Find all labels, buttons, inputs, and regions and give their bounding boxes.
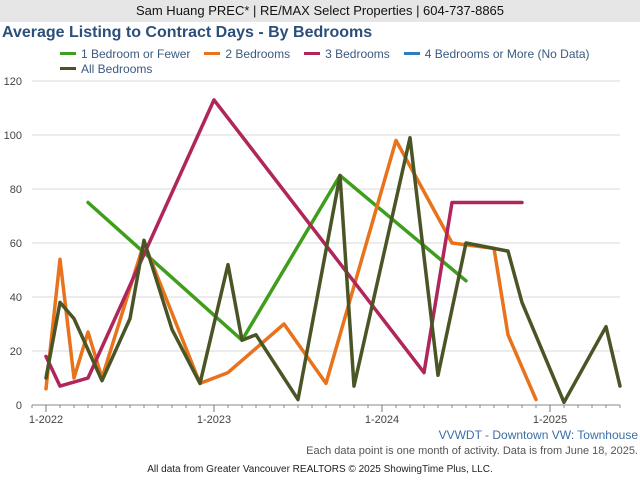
series-line bbox=[44, 138, 538, 402]
legend-swatch bbox=[304, 52, 321, 55]
legend-label: 3 Bedrooms bbox=[325, 46, 390, 61]
chart-subtitle: VVWDT - Downtown VW: Townhouse bbox=[438, 428, 638, 442]
series-line bbox=[86, 173, 468, 342]
legend-swatch bbox=[60, 67, 76, 70]
legend-label: 1 Bedroom or Fewer bbox=[81, 46, 191, 61]
x-tick-label: 1-2025 bbox=[533, 414, 567, 426]
legend-item-3-bedrooms[interactable]: 3 Bedrooms bbox=[304, 47, 390, 61]
y-tick-label: 80 bbox=[10, 184, 22, 196]
legend-item-2-bedrooms[interactable]: 2 Bedrooms bbox=[204, 47, 290, 61]
legend-swatch bbox=[204, 52, 221, 55]
y-tick-label: 60 bbox=[10, 238, 22, 250]
legend-label: 4 Bedrooms or More (No Data) bbox=[424, 46, 590, 61]
legend-swatch bbox=[60, 52, 76, 55]
legend-label: 2 Bedrooms bbox=[225, 46, 291, 61]
legend-label: All Bedrooms bbox=[81, 61, 153, 76]
series-line bbox=[44, 98, 524, 388]
legend-item-all-bedrooms[interactable]: All Bedrooms bbox=[60, 62, 152, 76]
x-tick-label: 1-2022 bbox=[29, 414, 63, 426]
x-tick-label: 1-2023 bbox=[197, 414, 231, 426]
y-tick-label: 40 bbox=[10, 292, 22, 304]
legend-item-4-bedrooms[interactable]: 4 Bedrooms or More (No Data) bbox=[403, 46, 590, 61]
legend-item-1-bedroom[interactable]: 1 Bedroom or Fewer bbox=[60, 47, 190, 61]
x-tick-label: 1-2024 bbox=[365, 414, 399, 426]
page-header: Sam Huang PREC* | RE/MAX Select Properti… bbox=[0, 0, 640, 22]
y-tick-label: 120 bbox=[4, 76, 22, 88]
chart-title: Average Listing to Contract Days - By Be… bbox=[2, 24, 373, 41]
series-line bbox=[44, 135, 622, 405]
data-note: Each data point is one month of activity… bbox=[306, 445, 638, 457]
y-tick-label: 0 bbox=[16, 400, 22, 412]
y-tick-label: 20 bbox=[10, 346, 22, 358]
page-footer: All data from Greater Vancouver REALTORS… bbox=[147, 464, 493, 475]
legend-swatch bbox=[403, 52, 420, 55]
y-tick-label: 100 bbox=[4, 130, 22, 142]
chart-legend: 1 Bedroom or Fewer 2 Bedrooms 3 Bedrooms… bbox=[60, 46, 604, 76]
